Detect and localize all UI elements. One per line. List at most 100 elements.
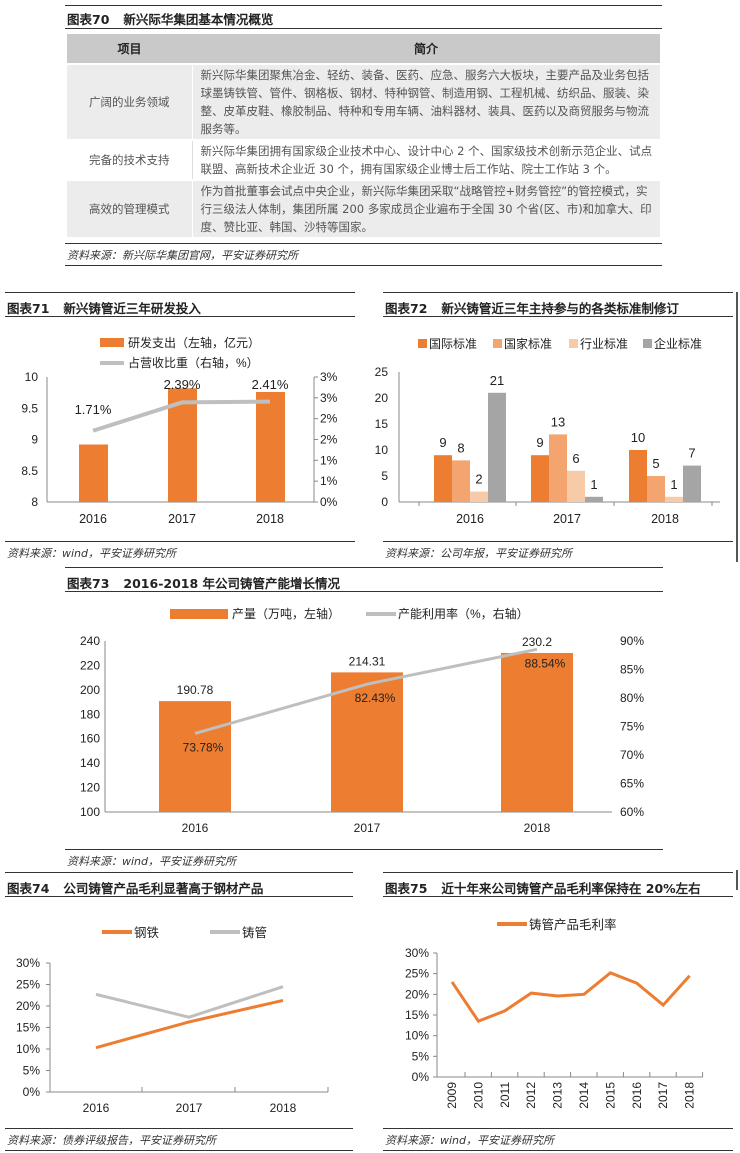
- left-tick-label: 5: [381, 469, 388, 483]
- left-tick-label: 20: [375, 391, 389, 405]
- right-tick-label: 2%: [320, 433, 338, 447]
- figure-title: 图表70 新兴际华集团基本情况概览: [67, 9, 273, 28]
- table-cell-item: 高效的管理模式: [67, 180, 193, 238]
- legend-swatch: [643, 339, 652, 348]
- bar: [79, 444, 108, 502]
- line-series: [450, 971, 691, 1024]
- page-edge: [736, 292, 738, 562]
- divider: [65, 243, 662, 244]
- x-tick-label: 2017: [354, 821, 381, 835]
- capacity-chart: 产量（万吨，左轴） 产能利用率（%，右轴） 100 120 140 160 180 200 22…: [80, 606, 644, 835]
- data-label: 2: [475, 472, 482, 487]
- divider: [383, 896, 733, 897]
- divider: [383, 872, 733, 873]
- bar: [629, 450, 647, 502]
- left-tick-label: 140: [80, 756, 100, 770]
- left-tick-label: 220: [80, 658, 100, 672]
- data-label: 190.78: [177, 683, 214, 697]
- left-tick-label: 15%: [405, 1008, 429, 1022]
- divider: [65, 5, 662, 6]
- bar: [434, 455, 452, 502]
- legend-label: 行业标准: [580, 337, 628, 351]
- data-label: 82.43%: [355, 691, 396, 705]
- source-note: 资料来源：wind，平安证券研究所: [385, 1134, 555, 1147]
- legend-swatch-line: [497, 922, 527, 926]
- table-header: 简介: [192, 34, 660, 64]
- left-tick-label: 10%: [405, 1029, 429, 1043]
- right-tick-label: 1%: [320, 474, 338, 488]
- x-tick-label: 2015: [603, 1082, 617, 1109]
- source-note: 资料来源：新兴际华集团官网，平安证券研究所: [67, 249, 298, 262]
- divider: [5, 316, 355, 317]
- data-label: 13: [551, 414, 565, 429]
- legend-label: 产量（万吨，左轴）: [232, 606, 340, 621]
- figure-number: 图表72: [385, 301, 428, 316]
- figure-title: 图表74 公司铸管产品毛利显著高于钢材产品: [7, 878, 263, 897]
- divider: [65, 849, 663, 850]
- figure-number: 图表74: [7, 881, 50, 896]
- x-tick-label: 2018: [256, 512, 284, 526]
- bar: [470, 491, 488, 502]
- legend-swatch: [569, 339, 578, 348]
- left-tick-label: 30%: [405, 946, 429, 960]
- divider: [383, 1150, 733, 1151]
- x-tick-label: 2010: [471, 1082, 485, 1109]
- x-tick-label: 2016: [79, 512, 107, 526]
- right-tick-label: 65%: [620, 777, 644, 791]
- right-tick-label: 80%: [620, 691, 644, 705]
- line-series: [95, 985, 284, 1019]
- table-cell-desc: 新兴际华集团聚焦冶金、轻纺、装备、医药、应急、服务六大板块，主要产品及业务包括球…: [192, 64, 660, 140]
- source-note: 资料来源：wind，平安证券研究所: [67, 855, 237, 868]
- left-tick-label: 0%: [412, 1070, 430, 1084]
- legend-label: 铸管: [242, 925, 267, 940]
- bar: [647, 476, 665, 502]
- page-edge: [736, 870, 738, 890]
- legend-label: 钢铁: [134, 926, 160, 940]
- divider: [383, 292, 733, 293]
- right-tick-label: 3%: [320, 391, 338, 405]
- data-label: 6: [572, 451, 579, 466]
- data-label: 9: [439, 435, 446, 450]
- figure-title: 图表75 近十年来公司铸管产品毛利率保持在 20%左右: [385, 878, 701, 897]
- left-tick-label: 10%: [16, 1042, 40, 1056]
- divider: [65, 28, 662, 29]
- rd-investment-chart: 研发支出（左轴，亿元） 占营收比重（右轴，%） 8 8.5 9 9.5 10 0% 1% 1% 2%…: [21, 335, 337, 526]
- left-tick-label: 180: [80, 707, 100, 721]
- divider: [383, 1128, 733, 1129]
- left-tick-label: 25: [375, 365, 389, 379]
- left-tick-label: 9.5: [21, 401, 38, 415]
- x-tick-label: 2018: [651, 512, 679, 526]
- data-label: 8: [457, 440, 464, 455]
- figure-title-text: 公司铸管产品毛利显著高于钢材产品: [63, 881, 264, 896]
- figure-number: 图表73: [67, 576, 110, 591]
- right-tick-label: 90%: [620, 634, 644, 648]
- margin-trend-chart: 铸管产品毛利率 0% 5% 10% 15% 20% 25% 30% 2009 2010 2011 20…: [405, 917, 704, 1109]
- legend-swatch-line: [210, 930, 240, 934]
- right-tick-label: 3%: [320, 370, 338, 384]
- data-label: 1.71%: [75, 402, 112, 417]
- data-label: 5: [652, 456, 659, 471]
- data-label: 10: [631, 430, 645, 445]
- data-label: 9: [536, 435, 543, 450]
- divider: [5, 872, 353, 873]
- figure-number: 图表71: [7, 301, 50, 316]
- bar: [452, 460, 470, 502]
- data-label: 2.41%: [252, 377, 289, 392]
- table-row: 完备的技术支持 新兴际华集团拥有国家级企业技术中心、设计中心 2 个、国家级技术创…: [67, 140, 660, 180]
- table-cell-desc: 新兴际华集团拥有国家级企业技术中心、设计中心 2 个、国家级技术创新示范企业、试…: [192, 140, 660, 180]
- divider: [5, 1150, 353, 1151]
- x-tick-label: 2017: [656, 1082, 670, 1109]
- x-tick-label: 2017: [553, 512, 581, 526]
- divider: [5, 541, 355, 542]
- legend-label: 国家标准: [504, 336, 552, 351]
- left-tick-label: 20%: [16, 999, 40, 1013]
- divider: [5, 896, 353, 897]
- right-tick-label: 2%: [320, 412, 338, 426]
- legend-label: 国际标准: [429, 337, 477, 351]
- legend-label: 占营收比重（右轴，%）: [128, 355, 259, 370]
- divider: [65, 265, 662, 266]
- bar: [488, 392, 506, 502]
- figure-title-text: 近十年来公司铸管产品毛利率保持在 20%左右: [441, 881, 701, 896]
- figure-title-text: 2016-2018 年公司铸管产能增长情况: [123, 576, 341, 591]
- legend-label: 企业标准: [654, 336, 702, 351]
